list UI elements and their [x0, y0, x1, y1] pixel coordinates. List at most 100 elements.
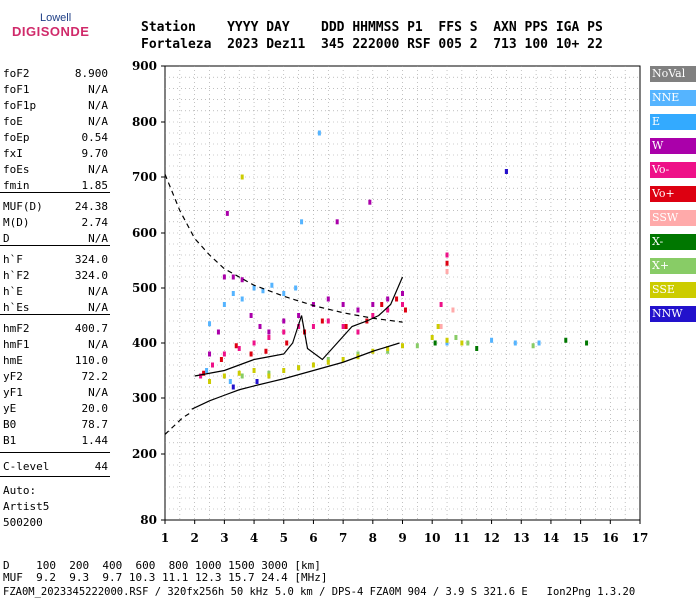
y-tick-label: 400	[132, 336, 157, 350]
param-value-14: N/A	[88, 301, 108, 314]
x-tick-label: 6	[309, 531, 317, 545]
param-value-15: 400.7	[74, 322, 108, 335]
echo-point	[282, 291, 286, 296]
y-tick-label: 800	[132, 115, 157, 129]
echo-point	[386, 346, 390, 351]
echo-point	[208, 379, 212, 384]
echo-point	[225, 210, 229, 216]
echo-point	[460, 340, 464, 346]
echo-point	[326, 357, 330, 362]
param-value-1: N/A	[88, 83, 108, 96]
x-tick-label: 5	[280, 531, 288, 545]
echo-point	[240, 277, 244, 283]
autoscale-code: 500200	[3, 516, 43, 529]
x-tick-label: 16	[602, 531, 619, 545]
echo-point	[237, 370, 241, 376]
param-name-9: M(D)	[3, 216, 30, 229]
echo-point	[297, 313, 301, 318]
param-name-21: B0	[3, 418, 17, 431]
param-name-7: fmin	[3, 179, 30, 192]
echo-point	[445, 252, 449, 258]
echo-point	[231, 274, 235, 280]
param-name-1: foF1	[3, 83, 30, 96]
echo-point	[258, 324, 262, 329]
y-tick-label: 600	[132, 226, 157, 240]
echo-point	[531, 343, 535, 349]
echo-point	[261, 288, 265, 294]
y-tick-label: 80	[140, 513, 157, 527]
echo-point	[208, 351, 212, 357]
echo-point	[386, 296, 390, 302]
echo-point	[282, 368, 286, 373]
param-name-15: hmF2	[3, 322, 30, 335]
param-value-12: 324.0	[74, 269, 108, 282]
echo-point	[237, 346, 241, 351]
echo-point	[252, 340, 256, 346]
x-tick-label: 9	[398, 531, 406, 545]
echo-point	[285, 340, 289, 346]
echo-point	[454, 335, 458, 340]
echo-point	[490, 337, 494, 343]
echo-point	[513, 340, 517, 346]
echo-point	[445, 340, 449, 346]
echo-point	[294, 285, 298, 291]
echo-point	[240, 373, 244, 379]
param-name-8: MUF(D)	[3, 200, 43, 213]
param-value-20: 20.0	[81, 402, 109, 415]
logo-lowell: Lowell	[40, 12, 72, 24]
param-name-19: yF1	[3, 386, 23, 399]
param-name-22: B1	[3, 434, 17, 447]
echo-point	[208, 321, 212, 327]
y-tick-label: 700	[132, 170, 157, 184]
legend-item-e: E	[650, 114, 696, 130]
legend-item-nnw: NNW	[650, 306, 696, 322]
echo-point	[205, 368, 209, 373]
echo-point	[395, 296, 399, 302]
param-value-9: 2.74	[81, 216, 109, 229]
legend-item-vo-: Vo+	[650, 186, 696, 202]
x-tick-label: 15	[572, 531, 589, 545]
header-values: Fortaleza 2023 Dez11 345 222000 RSF 005 …	[141, 37, 603, 52]
echo-point	[222, 373, 226, 379]
echo-point	[368, 199, 372, 205]
echo-point	[585, 340, 589, 346]
echo-point	[386, 348, 390, 354]
echo-point	[326, 318, 330, 324]
param-value-19: N/A	[88, 386, 108, 399]
echo-point	[297, 365, 301, 371]
param-name-13: h`E	[3, 285, 23, 298]
echo-point	[433, 340, 437, 346]
echo-point	[264, 348, 268, 354]
echo-point	[403, 307, 407, 313]
param-value-0: 8.900	[74, 67, 108, 80]
echo-point	[436, 324, 440, 329]
param-name-23: C-level	[3, 460, 50, 473]
param-value-22: 1.44	[81, 434, 109, 447]
param-name-16: hmF1	[3, 338, 30, 351]
x-tick-label: 12	[483, 531, 500, 545]
echo-point	[466, 340, 470, 346]
param-name-0: foF2	[3, 67, 30, 80]
x-tick-label: 13	[513, 531, 530, 545]
echo-point	[199, 373, 203, 379]
param-name-4: foEp	[3, 131, 30, 144]
param-value-17: 110.0	[74, 354, 108, 367]
echo-point	[344, 324, 348, 329]
echo-point	[255, 379, 259, 384]
y-tick-label: 300	[132, 391, 157, 405]
echo-point	[240, 174, 244, 180]
echo-point	[270, 282, 274, 288]
param-name-11: h`F	[3, 253, 23, 266]
param-value-4: 0.54	[81, 131, 109, 144]
y-tick-label: 200	[132, 447, 157, 461]
echo-point	[439, 324, 443, 329]
echo-point	[222, 351, 226, 357]
param-value-23: 44	[94, 460, 108, 473]
echo-point	[211, 362, 214, 368]
echo-point	[320, 318, 324, 324]
x-tick-label: 11	[454, 531, 471, 545]
echo-point	[341, 324, 345, 329]
autoscale-artist: Artist5	[3, 500, 50, 513]
y-tick-label: 900	[132, 59, 157, 73]
profile-curve	[191, 342, 400, 410]
